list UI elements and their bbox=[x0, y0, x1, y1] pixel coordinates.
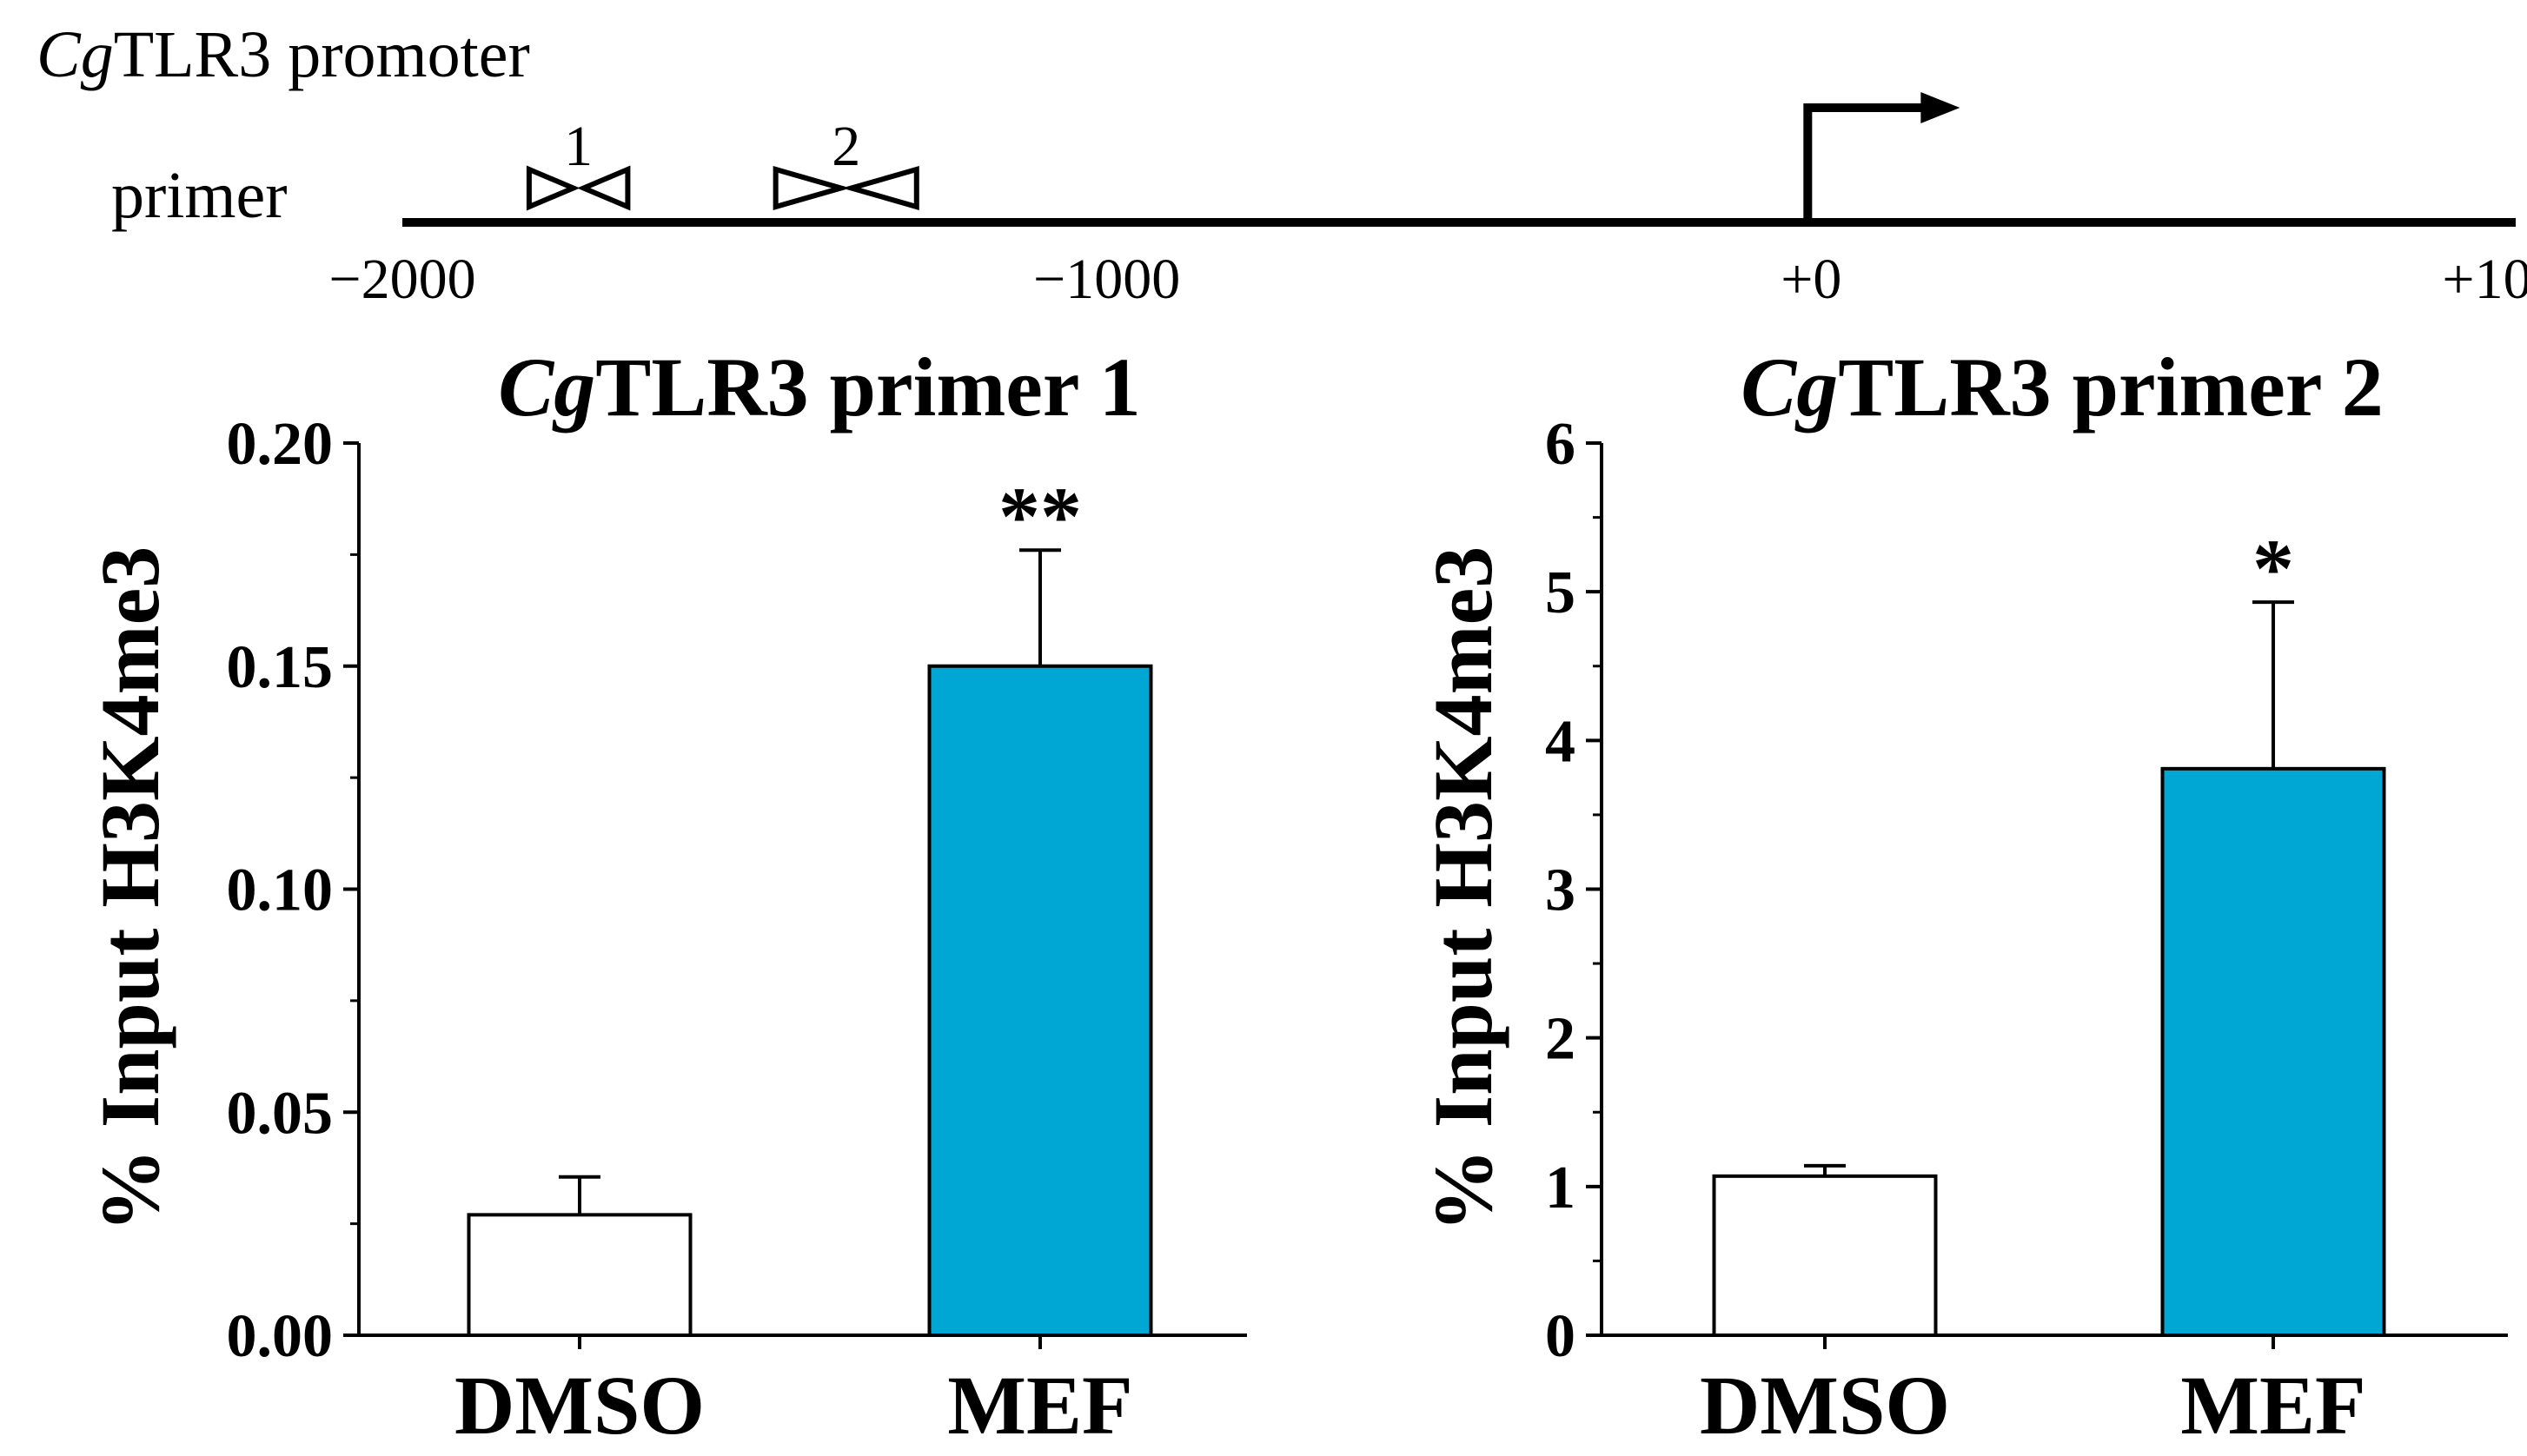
chart-title: CgTLR3 primer 1 bbox=[498, 341, 1141, 433]
bar-mef bbox=[2160, 766, 2386, 1337]
bar-chart-primer-1: CgTLR3 primer 1 % Input H3K4me3 DMSO ** MEF 0… bbox=[83, 341, 1247, 1452]
y-tick-label: 0.20 bbox=[227, 411, 334, 478]
primer-number-label: 1 bbox=[564, 115, 593, 178]
x-tick-label: DMSO bbox=[454, 1359, 705, 1452]
y-tick-label: 5 bbox=[1545, 559, 1575, 626]
primer-forward-marker bbox=[526, 165, 580, 211]
bar-dmso bbox=[1712, 1174, 1938, 1338]
promoter-tick-label: −2000 bbox=[328, 248, 475, 311]
y-tick-label: 1 bbox=[1545, 1155, 1575, 1221]
y-tick-label: 0 bbox=[1545, 1303, 1575, 1370]
primer-number-label: 2 bbox=[832, 115, 860, 178]
promoter-tick-label: −1000 bbox=[1033, 248, 1180, 311]
y-tick-label: 0.15 bbox=[227, 634, 334, 701]
significance-marker: ** bbox=[998, 470, 1082, 563]
y-tick-label: 0.00 bbox=[227, 1303, 334, 1370]
diagram-title: CgTLR3 promoter bbox=[36, 18, 530, 91]
promoter-diagram: CgTLR3 promoter primer −2000 −1000 +0 +1000 1 2 bbox=[36, 18, 2527, 311]
significance-marker: * bbox=[2252, 522, 2294, 615]
promoter-tick-label: +0 bbox=[1781, 248, 1841, 311]
x-tick-label: MEF bbox=[2180, 1359, 2365, 1452]
x-tick-label: DMSO bbox=[1700, 1359, 1950, 1452]
chart-title: CgTLR3 primer 2 bbox=[1741, 341, 2384, 433]
primer-forward-marker bbox=[773, 166, 851, 210]
y-axis-label: % Input H3K4me3 bbox=[1416, 546, 1509, 1232]
tss-arrow-shaft bbox=[1803, 103, 1926, 222]
x-tick-label: MEF bbox=[947, 1359, 1132, 1452]
y-tick-label: 0.05 bbox=[227, 1080, 334, 1147]
y-tick-label: 2 bbox=[1545, 1006, 1575, 1073]
primer-row-label: primer bbox=[111, 159, 288, 232]
primer-reverse-marker bbox=[576, 165, 631, 211]
bar-dmso bbox=[467, 1213, 693, 1337]
primer-reverse-marker bbox=[841, 166, 919, 210]
promoter-tick-label: +1000 bbox=[2442, 248, 2527, 311]
y-tick-label: 3 bbox=[1545, 857, 1575, 924]
y-tick-label: 6 bbox=[1545, 411, 1575, 478]
y-tick-label: 0.10 bbox=[227, 857, 334, 924]
tss-arrow-head bbox=[1920, 92, 1960, 123]
y-tick-label: 4 bbox=[1545, 708, 1575, 775]
y-axis-label: % Input H3K4me3 bbox=[83, 546, 176, 1232]
bar-chart-primer-2: CgTLR3 primer 2 % Input H3K4me3 DMSO * MEF 0 1… bbox=[1416, 341, 2508, 1452]
bar-mef bbox=[927, 664, 1153, 1337]
